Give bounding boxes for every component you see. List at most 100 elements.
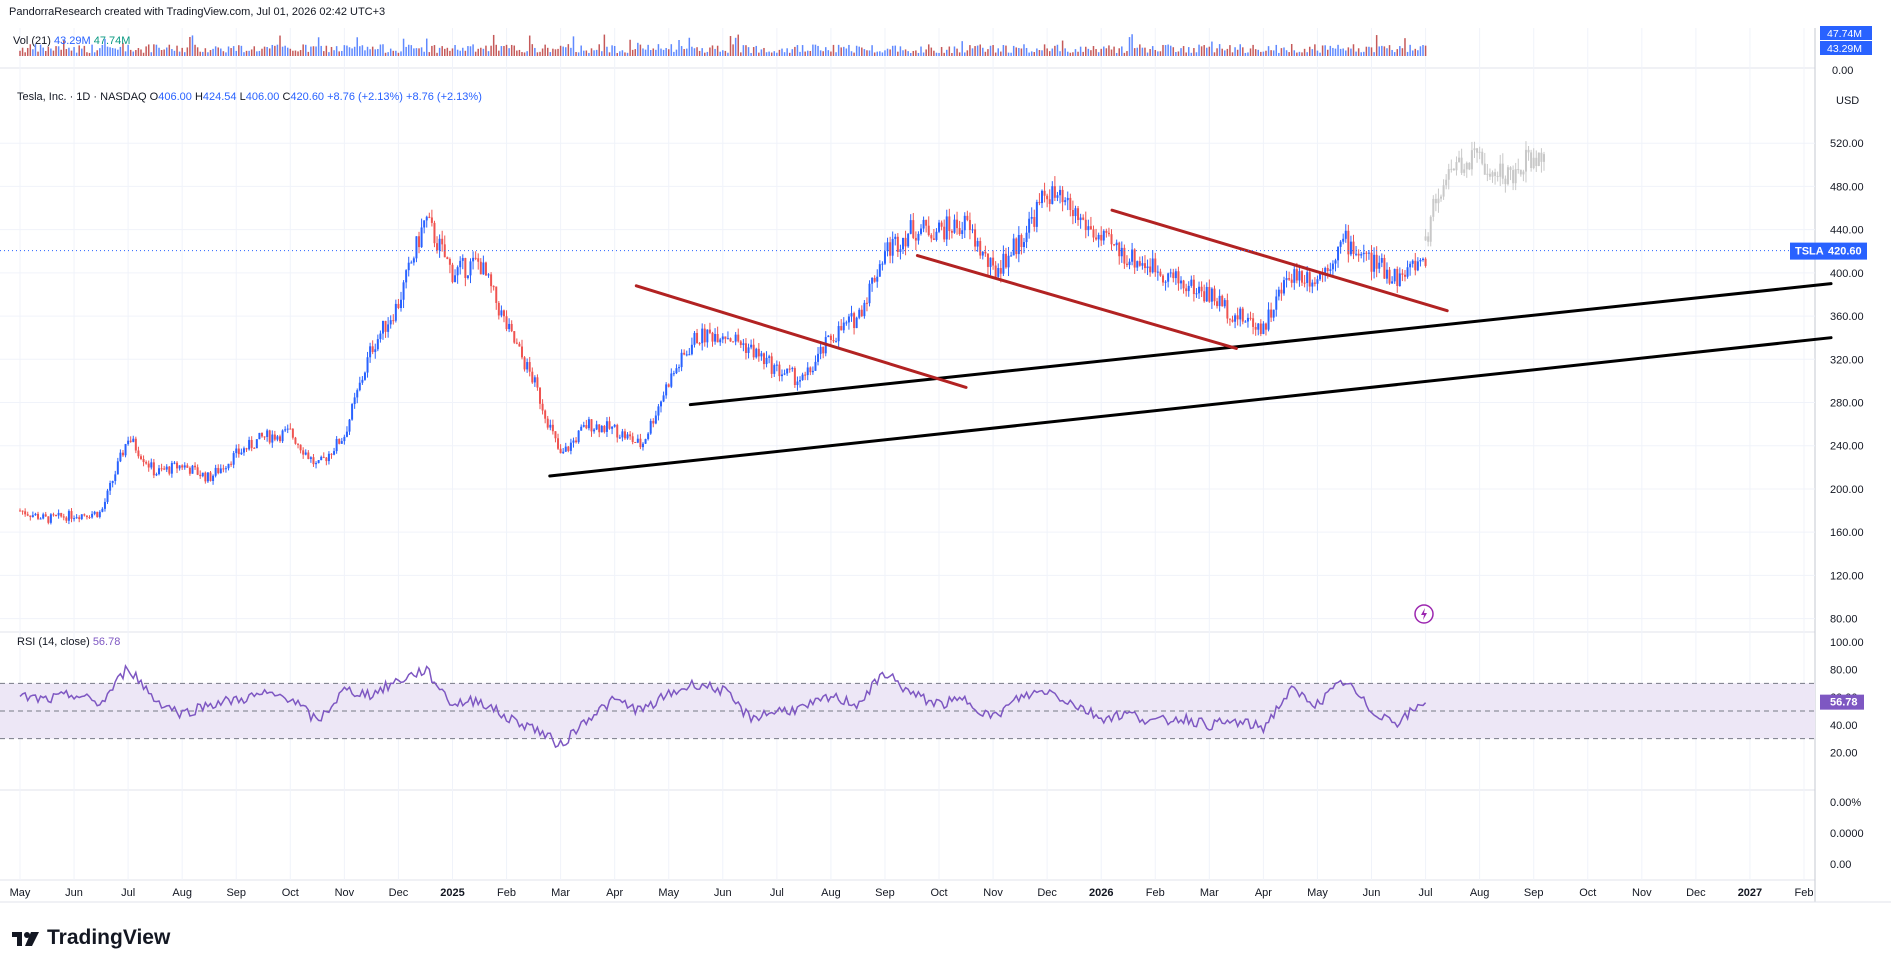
candle-body <box>284 429 287 431</box>
volume-bar <box>361 45 364 56</box>
candle-body <box>181 465 184 468</box>
volume-bar <box>747 47 750 56</box>
volume-bar <box>75 52 78 56</box>
volume-bar <box>1023 44 1025 56</box>
volume-bar <box>613 45 616 56</box>
candle-body <box>209 472 212 482</box>
projection-body <box>1440 196 1443 199</box>
volume-bar <box>1010 52 1012 56</box>
volume-bar <box>42 47 44 56</box>
candle-body <box>641 443 644 448</box>
candle-body <box>24 511 27 515</box>
candle-body <box>688 354 691 356</box>
candle-body <box>539 387 542 404</box>
volume-bar <box>742 45 745 56</box>
candle-body <box>299 444 302 451</box>
volume-bar <box>889 49 891 56</box>
candle-body <box>1308 272 1311 287</box>
candle-body <box>829 335 832 340</box>
volume-bar <box>1159 51 1162 56</box>
candle-body <box>309 457 312 459</box>
candle-body <box>616 424 619 438</box>
candle-body <box>817 353 820 362</box>
candle-body <box>1424 258 1427 266</box>
candle-body <box>971 229 974 231</box>
candle-body <box>752 344 755 358</box>
volume-bar <box>567 44 570 56</box>
projection-body <box>1424 236 1427 241</box>
candle-body <box>1167 273 1170 282</box>
candle-body <box>938 222 941 232</box>
volume-bar <box>405 46 407 56</box>
volume-bar <box>719 51 721 56</box>
volume-bar <box>951 52 953 56</box>
candle-body <box>188 467 191 474</box>
candle-body <box>255 439 258 449</box>
volume-bar <box>253 46 256 56</box>
volume-bar <box>413 48 415 56</box>
volume-bar <box>348 47 351 56</box>
currency-label[interactable]: USD <box>1836 95 1860 107</box>
volume-bar <box>449 50 451 56</box>
volume-bar <box>1139 44 1141 56</box>
candle-body <box>961 230 964 235</box>
candle-body <box>214 467 217 476</box>
volume-bar <box>104 38 106 56</box>
volume-bar <box>1378 46 1380 56</box>
candle-body <box>876 276 879 282</box>
candle-body <box>353 397 356 405</box>
candle-body <box>1391 281 1394 284</box>
volume-bar <box>299 50 302 56</box>
change-value: +8.76 (+2.13%) <box>327 91 403 103</box>
candle-body <box>811 370 814 373</box>
candle-body <box>1303 282 1306 284</box>
volume-bar <box>1272 50 1275 56</box>
volume-bar <box>925 49 927 56</box>
projection-body <box>1470 150 1473 170</box>
volume-bar <box>763 47 765 56</box>
volume-bar <box>194 44 196 56</box>
candle-body <box>634 442 637 444</box>
volume-bar <box>490 45 492 56</box>
candle-body <box>114 474 117 481</box>
candle-body <box>979 241 982 256</box>
volume-bar <box>649 50 652 56</box>
rsi-line-layer <box>19 664 1427 749</box>
candle-body <box>881 263 884 265</box>
volume-bar <box>1020 48 1023 56</box>
candle-body <box>1254 326 1257 330</box>
candle-body <box>675 368 678 374</box>
volume-bar <box>83 45 86 56</box>
candle-body <box>958 228 961 235</box>
volume-bar <box>217 47 219 56</box>
volume-bar <box>1319 52 1321 56</box>
volume-tag-top: 47.74M <box>1827 28 1862 40</box>
candle-body <box>729 338 732 342</box>
candle-body <box>474 257 477 259</box>
volume-bar <box>222 51 225 56</box>
candle-body <box>680 352 683 368</box>
volume-bar <box>626 52 629 56</box>
candle-body <box>559 448 562 454</box>
candle-body <box>394 303 397 321</box>
candle-body <box>345 431 348 437</box>
candle-body <box>1231 319 1234 322</box>
axis-labels: 80.00 120.00 160.00 200.00 240.00 280.00 320.0… <box>10 138 1864 899</box>
volume-bar <box>809 50 812 56</box>
candle-body <box>433 222 436 244</box>
candle-body <box>629 434 632 437</box>
volume-bar <box>1162 44 1164 56</box>
candle-body <box>62 516 65 518</box>
volume-bar <box>696 47 698 56</box>
candle-body <box>325 457 328 462</box>
volume-bar <box>232 46 235 56</box>
lightning-icon[interactable] <box>1414 604 1434 624</box>
candle-body <box>279 436 282 442</box>
volume-bar <box>1005 45 1007 56</box>
candle-body <box>837 326 840 342</box>
price-tag-box <box>1790 242 1867 260</box>
candle-body <box>608 421 611 429</box>
time-tick-label: Apr <box>606 887 623 899</box>
volume-bar <box>912 50 915 56</box>
candle-body <box>580 426 583 431</box>
